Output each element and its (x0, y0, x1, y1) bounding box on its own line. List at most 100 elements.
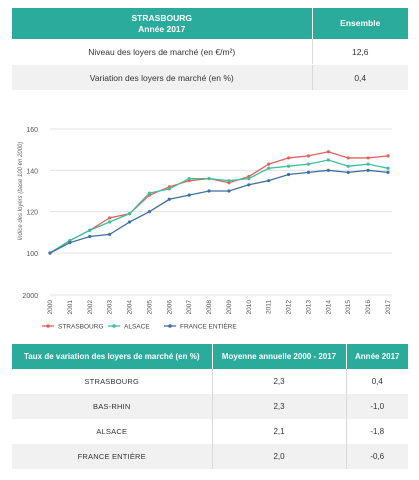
data-point (187, 193, 191, 197)
variation-table: Taux de variation des loyers de marché (… (12, 344, 408, 469)
variation-row: FRANCE ENTIÈRE 2,0 -0,6 (12, 444, 408, 469)
y-tick-label: 160 (26, 127, 38, 134)
data-point (306, 162, 311, 166)
y-tick-label: 2000 (22, 293, 38, 300)
data-point (227, 179, 231, 183)
data-point (88, 234, 92, 239)
x-tick-label: 2014 (325, 300, 332, 315)
variation-row-year: 0,4 (371, 377, 383, 386)
data-point (127, 220, 132, 224)
series-line (49, 151, 389, 254)
variation-row-year: -0,6 (346, 444, 408, 469)
data-point (247, 183, 251, 187)
x-tick-label: 2005 (146, 300, 153, 315)
x-tick-label: 2008 (206, 300, 213, 315)
data-point (108, 220, 112, 224)
data-point (366, 162, 370, 166)
variation-row-year: -1,8 (370, 427, 385, 436)
series-line (49, 169, 389, 254)
data-point (286, 156, 291, 160)
x-tick-label: 2002 (87, 300, 94, 315)
summary-row-label: Niveau des loyers de marché (en €/m²) (12, 39, 313, 65)
summary-row-value: 12,6 (312, 39, 408, 65)
data-point (187, 177, 191, 181)
data-point (366, 168, 370, 172)
summary-row: Variation des loyers de marché (en %) 0,… (12, 64, 408, 91)
summary-table: STRASBOURG Année 2017 Ensemble Niveau de… (12, 8, 408, 91)
y-tick-label: 140 (26, 168, 38, 175)
summary-header-row: STRASBOURG Année 2017 Ensemble (12, 8, 408, 39)
variation-row-area: STRASBOURG (12, 369, 213, 394)
x-tick-label: 2015 (345, 300, 352, 315)
data-point (108, 216, 112, 220)
x-tick-label: 2007 (186, 300, 193, 315)
variation-row: BAS-RHIN 2,3 -1,0 (12, 394, 408, 419)
data-point (306, 170, 311, 174)
variation-row: STRASBOURG 2,3 0,4 (12, 369, 408, 394)
x-tick-label: 2000 (47, 300, 54, 315)
data-point (346, 164, 350, 168)
legend-label: STRASBOURG (58, 324, 104, 331)
y-tick-label: 100 (26, 251, 38, 258)
data-point (267, 166, 271, 170)
data-point (306, 154, 311, 158)
rent-index-chart: 100 120 140 160 2000 Indice des loyers (base … (18, 127, 392, 331)
data-point (127, 212, 132, 216)
summary-row-label: Variation des loyers de marché (en %) (12, 64, 313, 91)
data-point (108, 232, 112, 236)
data-point (346, 156, 350, 160)
data-point (326, 158, 330, 162)
x-tick-label: 2012 (286, 300, 293, 315)
x-tick-label: 2006 (166, 300, 173, 315)
variation-row-average: 2,3 (212, 369, 347, 394)
variation-row-average: 2,3 (212, 394, 347, 419)
data-point (286, 164, 291, 168)
data-point (147, 191, 152, 195)
variation-row-average: 2,0 (212, 444, 347, 469)
x-tick-label: 2016 (365, 300, 372, 315)
legend-label: ALSACE (124, 324, 150, 331)
x-tick-label: 2001 (67, 300, 74, 315)
data-point (247, 177, 251, 181)
x-tick-label: 2003 (107, 300, 114, 315)
variation-row: ALSACE 2,1 -1,8 (12, 419, 408, 444)
variation-header-average: Moyenne annuelle 2000 - 2017 (212, 344, 347, 369)
data-point (326, 168, 330, 172)
summary-row-value: 0,4 (312, 64, 408, 91)
variation-header-row: Taux de variation des loyers de marché (… (12, 344, 408, 369)
data-point (386, 166, 390, 170)
y-tick-label: 120 (26, 210, 38, 217)
x-tick-label: 2004 (127, 300, 134, 315)
data-point (227, 189, 231, 193)
data-point (88, 228, 92, 232)
summary-header-value: Ensemble (312, 8, 408, 39)
x-tick-label: 2013 (305, 300, 312, 315)
data-point (207, 177, 211, 181)
data-point (207, 189, 211, 193)
x-tick-label: 2011 (266, 300, 273, 314)
x-tick-label: 2009 (226, 300, 233, 315)
variation-row-year: -1,0 (346, 394, 408, 419)
x-tick-label: 2017 (385, 300, 392, 315)
data-point (286, 172, 291, 177)
y-axis-label: Indice des loyers (base 100 en 2000) (18, 142, 24, 241)
summary-header-subtitle: Année 2017 (138, 23, 186, 34)
variation-row-area: BAS-RHIN (12, 394, 213, 419)
x-tick-label: 2010 (246, 300, 253, 315)
legend-swatch-marker (46, 324, 50, 328)
legend-label: FRANCE ENTIÈRE (180, 322, 237, 331)
data-point (167, 187, 171, 191)
data-point (68, 241, 72, 245)
data-point (366, 156, 370, 160)
summary-header-title: STRASBOURG (131, 12, 192, 23)
data-point (267, 162, 271, 166)
data-point (167, 197, 171, 201)
data-point (386, 170, 390, 174)
data-point (267, 179, 271, 183)
legend-swatch-marker (168, 324, 172, 328)
data-point (326, 150, 330, 154)
summary-header-city: STRASBOURG Année 2017 (12, 8, 313, 39)
summary-row: Niveau des loyers de marché (en €/m²) 12… (12, 39, 408, 65)
data-point (147, 210, 152, 214)
variation-row-average: 2,1 (212, 419, 347, 444)
